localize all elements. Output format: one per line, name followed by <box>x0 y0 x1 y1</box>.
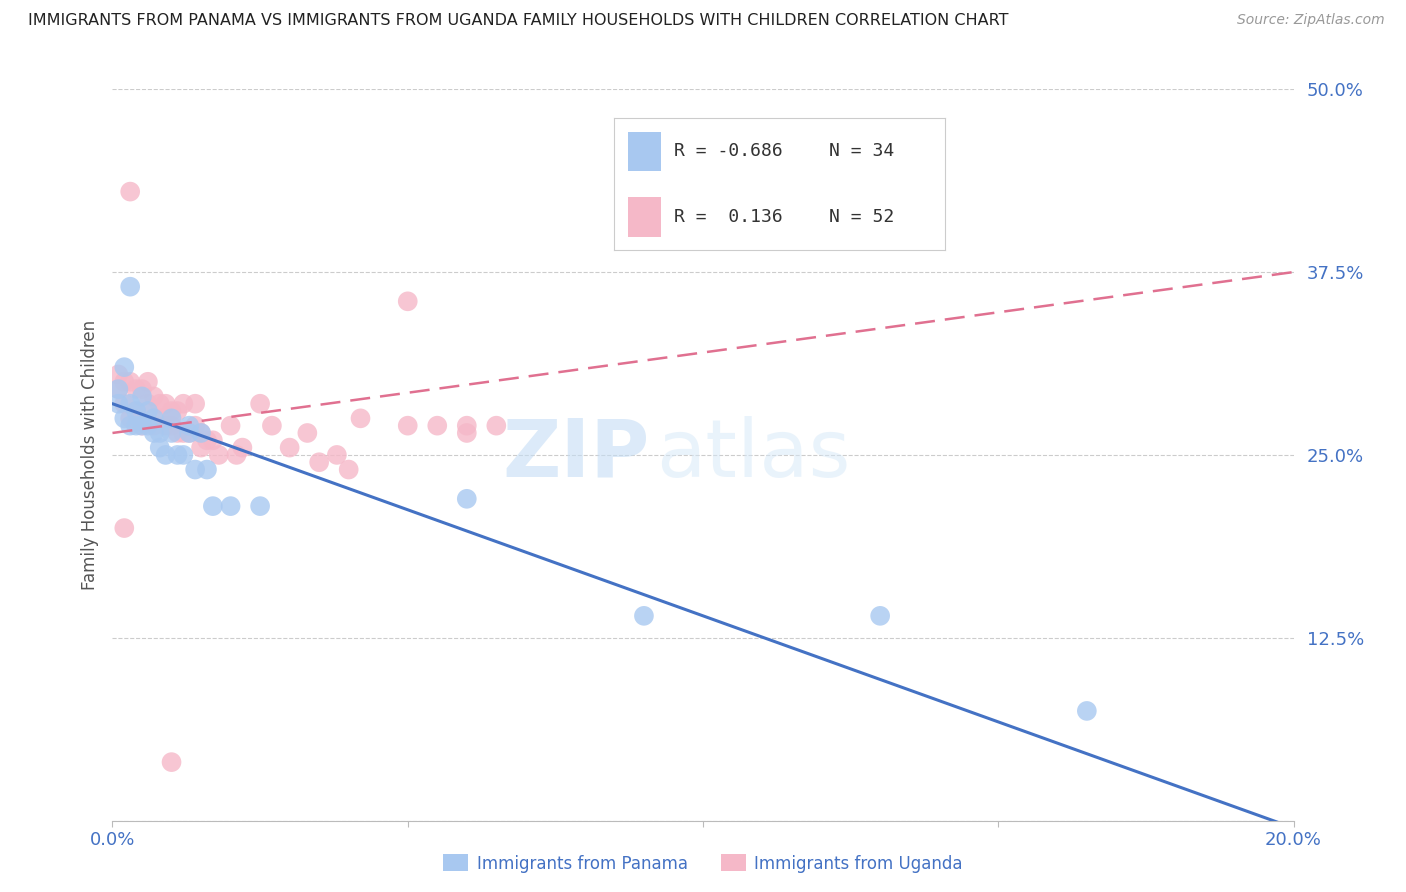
Point <box>260 418 283 433</box>
Point <box>136 397 159 411</box>
Point <box>160 418 183 433</box>
Point <box>349 411 371 425</box>
Legend: Immigrants from Panama, Immigrants from Uganda: Immigrants from Panama, Immigrants from … <box>437 847 969 880</box>
Point <box>166 425 188 440</box>
Point <box>125 418 148 433</box>
Point <box>396 418 419 433</box>
Point <box>184 462 207 476</box>
Point <box>142 389 165 403</box>
Point <box>120 185 142 199</box>
Point <box>172 448 194 462</box>
Text: ZIP: ZIP <box>502 416 650 494</box>
Point <box>112 360 135 375</box>
Point <box>201 434 224 448</box>
Point <box>166 448 188 462</box>
Point <box>112 375 135 389</box>
Y-axis label: Family Households with Children: Family Households with Children <box>80 320 98 590</box>
Point <box>112 397 135 411</box>
Point <box>125 382 148 396</box>
Point <box>107 382 129 396</box>
Point <box>155 448 177 462</box>
Point <box>201 499 224 513</box>
Point <box>107 368 129 382</box>
Point <box>160 404 183 418</box>
Point <box>308 455 330 469</box>
Text: atlas: atlas <box>655 416 851 494</box>
Text: Source: ZipAtlas.com: Source: ZipAtlas.com <box>1237 13 1385 28</box>
Point <box>231 441 253 455</box>
Point <box>131 382 153 396</box>
Point <box>172 425 194 440</box>
Point <box>326 448 349 462</box>
Point <box>160 425 183 440</box>
Point <box>142 418 165 433</box>
Point <box>160 755 183 769</box>
Point <box>142 425 165 440</box>
Point <box>136 404 159 418</box>
Point <box>120 418 142 433</box>
Point <box>1076 704 1098 718</box>
Point <box>160 411 183 425</box>
Point <box>155 397 177 411</box>
Point <box>112 411 135 425</box>
Point <box>149 411 172 425</box>
Point <box>190 425 212 440</box>
Point <box>337 462 360 476</box>
Point <box>456 425 478 440</box>
Point <box>485 418 508 433</box>
Point <box>120 375 142 389</box>
Point <box>278 441 301 455</box>
Point <box>396 294 419 309</box>
Point <box>179 418 201 433</box>
Point <box>426 418 449 433</box>
Point <box>166 404 188 418</box>
Point <box>179 425 201 440</box>
Point <box>142 411 165 425</box>
Point <box>149 441 172 455</box>
Point <box>131 418 153 433</box>
Point <box>195 462 218 476</box>
Point <box>149 397 172 411</box>
Point <box>184 418 207 433</box>
Point <box>219 418 242 433</box>
Point <box>131 389 153 403</box>
Text: IMMIGRANTS FROM PANAMA VS IMMIGRANTS FROM UGANDA FAMILY HOUSEHOLDS WITH CHILDREN: IMMIGRANTS FROM PANAMA VS IMMIGRANTS FRO… <box>28 13 1008 29</box>
Point <box>190 441 212 455</box>
Point <box>184 397 207 411</box>
Point <box>120 397 142 411</box>
Point <box>112 521 135 535</box>
Point <box>297 425 319 440</box>
Point <box>172 397 194 411</box>
Point <box>155 418 177 433</box>
Point <box>195 434 218 448</box>
Point <box>125 404 148 418</box>
Point <box>456 418 478 433</box>
Point <box>869 608 891 623</box>
Point <box>208 448 231 462</box>
Point <box>120 411 142 425</box>
Point <box>225 448 247 462</box>
Point <box>179 425 201 440</box>
Point <box>219 499 242 513</box>
Point <box>136 375 159 389</box>
Point <box>456 491 478 506</box>
Point <box>633 608 655 623</box>
Point <box>149 425 172 440</box>
Point <box>136 418 159 433</box>
Point <box>249 499 271 513</box>
Point <box>131 418 153 433</box>
Point <box>120 279 142 293</box>
Point <box>107 397 129 411</box>
Point <box>107 382 129 396</box>
Point <box>125 404 148 418</box>
Point <box>249 397 271 411</box>
Point <box>190 425 212 440</box>
